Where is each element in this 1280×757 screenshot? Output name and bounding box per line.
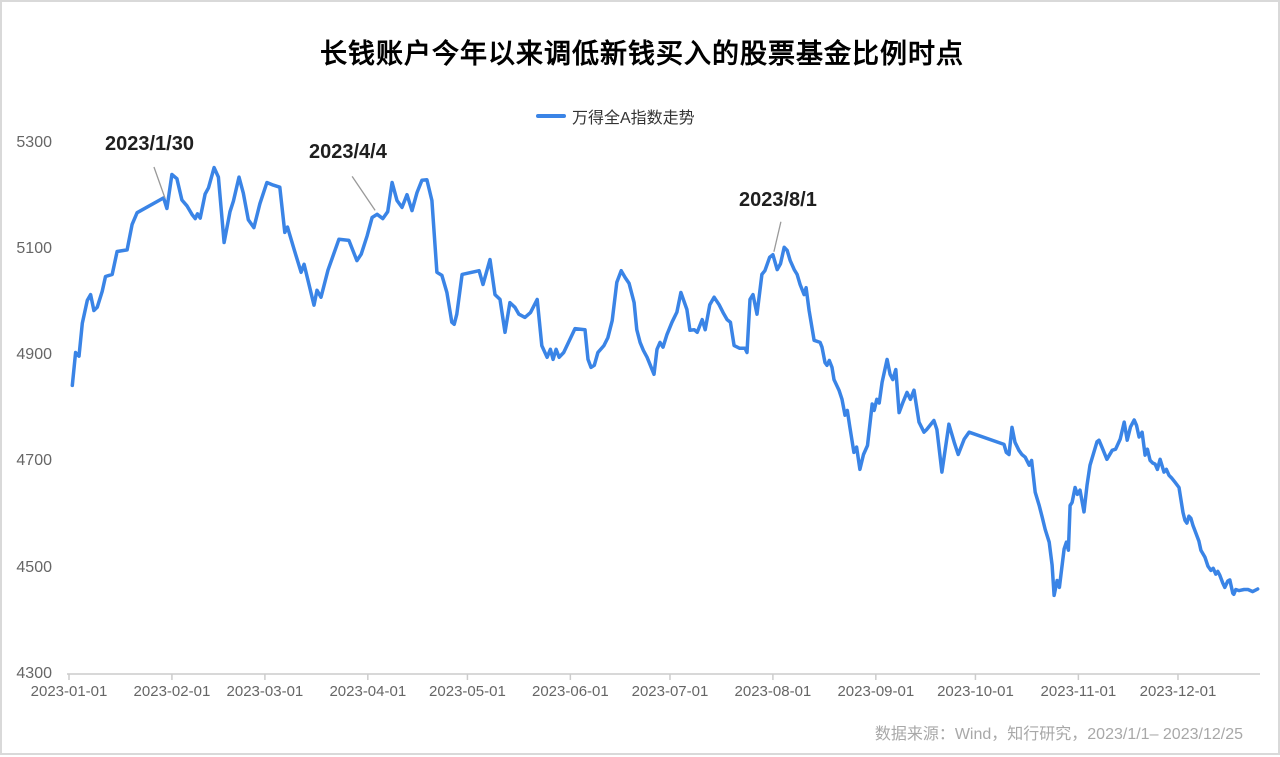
annotation-connector-line (153, 166, 166, 199)
legend-label: 万得全A指数走势 (572, 110, 695, 127)
index-line (70, 165, 1260, 598)
legend-line-icon (536, 114, 566, 118)
source-note: 数据来源：Wind，知行研究，2023/1/1– 2023/12/25 (874, 726, 1243, 743)
page-title: 长钱账户今年以来调低新钱买入的股票基金比例时点 (320, 39, 964, 69)
annotation-connector-line (351, 175, 376, 211)
annotation-connector-line (773, 221, 782, 252)
legend: 万得全A指数走势 (536, 104, 695, 128)
